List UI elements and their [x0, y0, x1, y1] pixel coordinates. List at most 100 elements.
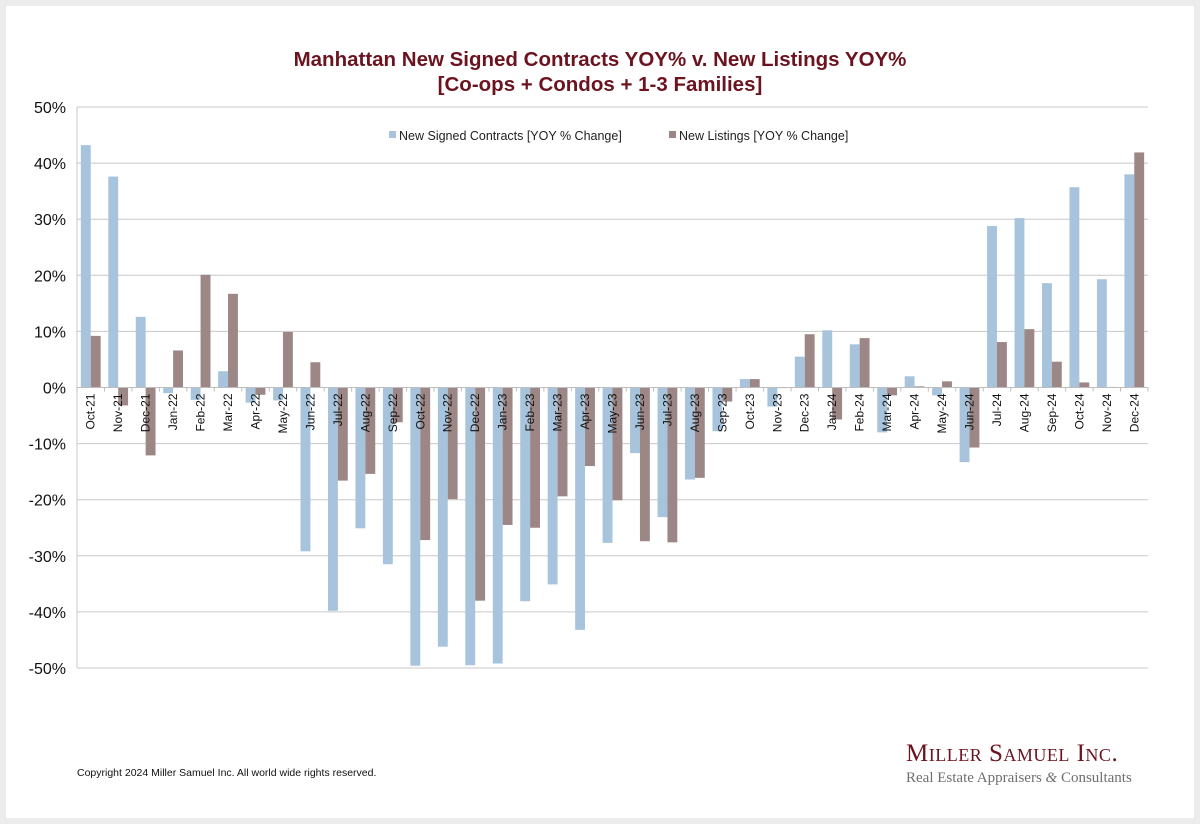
x-tick-label: Dec-22 [468, 393, 482, 432]
legend-label-new-signed-contracts: New Signed Contracts [YOY % Change] [399, 129, 622, 143]
x-tick-label: Nov-24 [1100, 393, 1114, 432]
tagline-part-1: Real Estate Appraisers [906, 770, 1046, 786]
bar-new-listings-apr-22 [255, 387, 266, 395]
y-axis-tick-labels: 50% 40% 30% 20% 10% 0% -10% -20% -30% -40% -50% [29, 100, 66, 678]
bar-new-listings-aug-23 [694, 387, 705, 478]
bar-new-signed-contracts-oct-23 [739, 379, 750, 388]
bar-new-listings-jun-22 [310, 362, 321, 388]
bar-new-signed-contracts-nov-24 [1096, 279, 1107, 388]
y-tick-label: -20% [29, 493, 66, 510]
y-tick-label: 10% [34, 324, 66, 341]
legend-label-new-listings: New Listings [YOY % Change] [679, 129, 848, 143]
x-tick-label: Sep-23 [715, 393, 729, 432]
x-tick-label: Jul-22 [331, 393, 345, 426]
bar-new-signed-contracts-jan-24 [822, 330, 833, 388]
x-tick-label: Apr-22 [249, 393, 263, 429]
bar-new-signed-contracts-nov-22 [437, 387, 448, 647]
bar-new-signed-contracts-jun-22 [300, 387, 311, 552]
x-tick-label: Mar-23 [551, 393, 565, 431]
bar-new-listings-oct-21 [90, 335, 101, 388]
bar-new-listings-dec-23 [804, 334, 815, 388]
bar-new-signed-contracts-jun-24 [959, 387, 970, 463]
x-tick-label: May-24 [935, 393, 949, 433]
bar-new-signed-contracts-oct-22 [410, 387, 421, 666]
bar-new-listings-dec-21 [145, 387, 156, 456]
bar-new-signed-contracts-may-23 [602, 387, 613, 543]
chart-subtitle: [Co-ops + Condos + 1-3 Families] [437, 73, 763, 96]
y-tick-label: 20% [34, 268, 66, 285]
x-tick-label: Nov-22 [441, 393, 455, 432]
y-tick-label: 30% [34, 212, 66, 229]
bars [80, 145, 1145, 666]
bar-new-signed-contracts-may-22 [273, 387, 283, 401]
company-name: Miller Samuel Inc. [906, 740, 1119, 767]
bar-new-listings-may-23 [612, 387, 623, 501]
y-tick-label: 0% [43, 381, 66, 398]
bar-new-signed-contracts-aug-24 [1014, 218, 1025, 388]
bar-new-signed-contracts-apr-23 [575, 387, 586, 630]
bar-new-listings-jul-24 [996, 342, 1007, 388]
x-tick-label: Feb-23 [523, 393, 537, 431]
bar-new-listings-oct-22 [420, 387, 431, 541]
y-tick-label: -10% [29, 437, 66, 454]
x-tick-label: Jul-24 [990, 393, 1004, 426]
bar-new-listings-oct-23 [749, 379, 760, 388]
bar-new-signed-contracts-mar-23 [547, 387, 558, 585]
bar-new-listings-jul-22 [337, 387, 348, 481]
bar-new-signed-contracts-sep-23 [712, 387, 723, 432]
bar-new-listings-dec-24 [1134, 152, 1145, 388]
x-tick-label: Aug-22 [358, 393, 372, 432]
bar-new-listings-jan-22 [173, 350, 184, 388]
bar-new-signed-contracts-dec-24 [1124, 174, 1135, 388]
bar-new-signed-contracts-dec-22 [465, 387, 476, 666]
bar-new-signed-contracts-nov-21 [108, 176, 119, 388]
x-tick-label: Aug-23 [688, 393, 702, 432]
bar-new-signed-contracts-oct-21 [80, 145, 91, 388]
x-tick-label: Nov-23 [770, 393, 784, 432]
x-tick-label: Jan-23 [496, 393, 510, 430]
bar-new-listings-nov-22 [447, 387, 458, 500]
legend-swatch-new-listings [669, 131, 676, 138]
bar-new-listings-sep-22 [392, 387, 403, 423]
bar-new-listings-apr-24 [914, 386, 925, 388]
bar-new-signed-contracts-sep-22 [382, 387, 393, 565]
legend-swatch-new-signed-contracts [389, 131, 396, 138]
x-tick-label: Oct-21 [84, 393, 98, 429]
x-tick-label: Apr-23 [578, 393, 592, 429]
bar-new-signed-contracts-feb-24 [849, 344, 860, 388]
tagline-ampersand: & [1045, 770, 1058, 786]
bar-new-listings-jul-23 [667, 387, 678, 543]
bar-new-listings-mar-22 [228, 293, 238, 388]
x-axis [76, 387, 1149, 392]
chart-panel [6, 6, 1194, 818]
legend: New Signed Contracts [YOY % Change] New … [389, 129, 848, 143]
x-tick-label: Dec-21 [139, 393, 153, 432]
bar-new-signed-contracts-mar-24 [877, 387, 888, 433]
bar-new-signed-contracts-apr-24 [904, 376, 915, 388]
x-tick-label: Oct-22 [413, 393, 427, 429]
bar-new-listings-jan-23 [502, 387, 513, 525]
x-tick-label: Sep-24 [1045, 393, 1059, 432]
bar-new-listings-may-24 [942, 381, 952, 388]
bar-new-signed-contracts-aug-23 [685, 387, 695, 480]
x-tick-label: May-22 [276, 393, 290, 433]
y-tick-label: -50% [29, 661, 66, 678]
bar-new-listings-feb-24 [859, 338, 870, 388]
bar-new-signed-contracts-jan-23 [492, 387, 503, 664]
bar-new-signed-contracts-jul-23 [657, 387, 668, 518]
bar-new-signed-contracts-may-24 [932, 387, 943, 396]
bar-new-signed-contracts-jan-22 [163, 387, 174, 394]
bar-new-signed-contracts-dec-23 [794, 356, 805, 388]
x-tick-label: Nov-21 [111, 393, 125, 432]
y-tick-label: -40% [29, 605, 66, 622]
bar-new-listings-dec-22 [475, 387, 486, 601]
bar-new-listings-jun-23 [639, 387, 650, 542]
bar-new-signed-contracts-feb-23 [520, 387, 531, 602]
x-tick-label: May-23 [606, 393, 620, 433]
x-tick-label: Jan-22 [166, 393, 180, 430]
bar-new-listings-may-22 [282, 331, 293, 388]
bar-new-signed-contracts-jun-23 [630, 387, 640, 454]
x-tick-label: Jun-22 [303, 393, 317, 430]
chart-title-block: Manhattan New Signed Contracts YOY% v. N… [0, 47, 1200, 97]
